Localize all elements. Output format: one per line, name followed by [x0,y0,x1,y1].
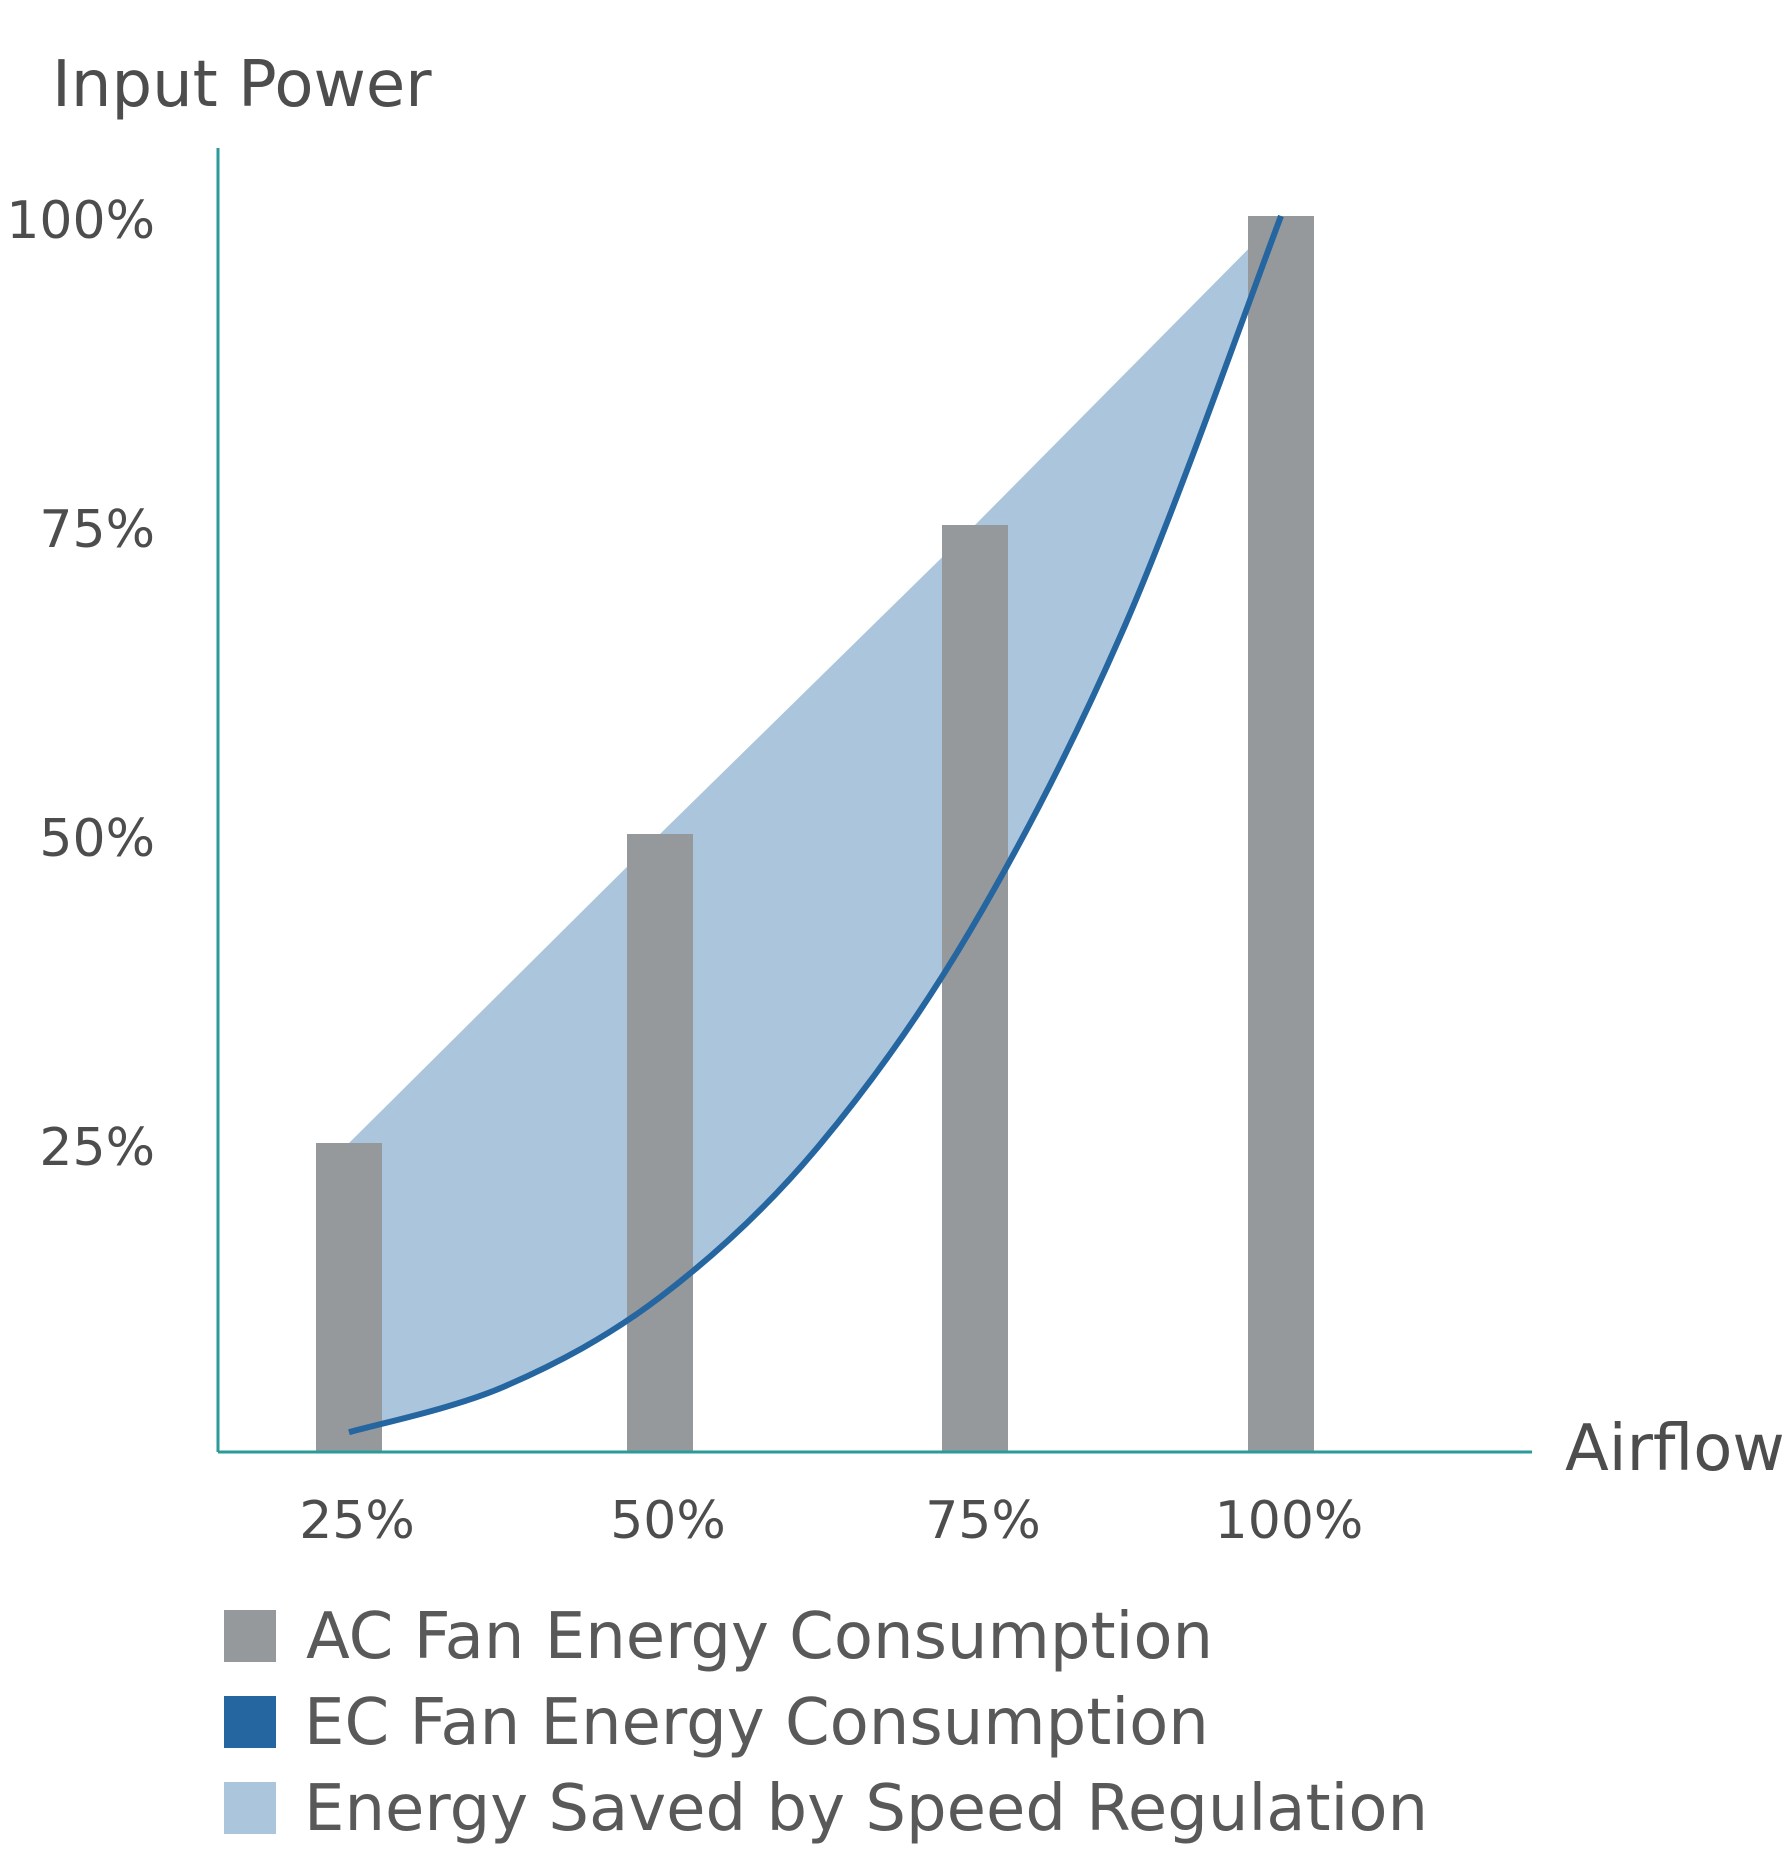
bar-100pct [1248,216,1314,1452]
energy-saved-area [349,216,1281,1433]
x-tick-label: 50% [610,1491,726,1551]
bar-75pct [942,525,1008,1452]
legend-label-ec: EC Fan Energy Consumption [304,1686,1209,1760]
legend-swatch-ec [224,1696,276,1748]
y-tick-label: 50% [39,809,155,869]
y-tick-label: 75% [39,500,155,560]
y-tick-label: 100% [6,191,155,251]
x-tick-label: 100% [1215,1491,1364,1551]
legend-label-ac: AC Fan Energy Consumption [306,1600,1213,1674]
x-axis-title: Airflow [1565,1412,1785,1486]
legend: AC Fan Energy Consumption EC Fan Energy … [224,1600,1428,1846]
y-tick-labels: 100% 75% 50% 25% [6,191,155,1178]
x-tick-label: 25% [299,1491,415,1551]
legend-swatch-ac [224,1610,276,1662]
legend-swatch-saved [224,1782,276,1834]
bar-25pct [316,1143,382,1452]
ec-fan-curve [348,214,1284,1436]
legend-label-saved: Energy Saved by Speed Regulation [304,1772,1428,1846]
x-tick-labels: 25% 50% 75% 100% [299,1491,1363,1551]
y-axis-title: Input Power [52,48,432,122]
bar-50pct [627,834,693,1452]
y-tick-label: 25% [39,1118,155,1178]
bars-group [316,216,1314,1452]
x-tick-label: 75% [925,1491,1041,1551]
